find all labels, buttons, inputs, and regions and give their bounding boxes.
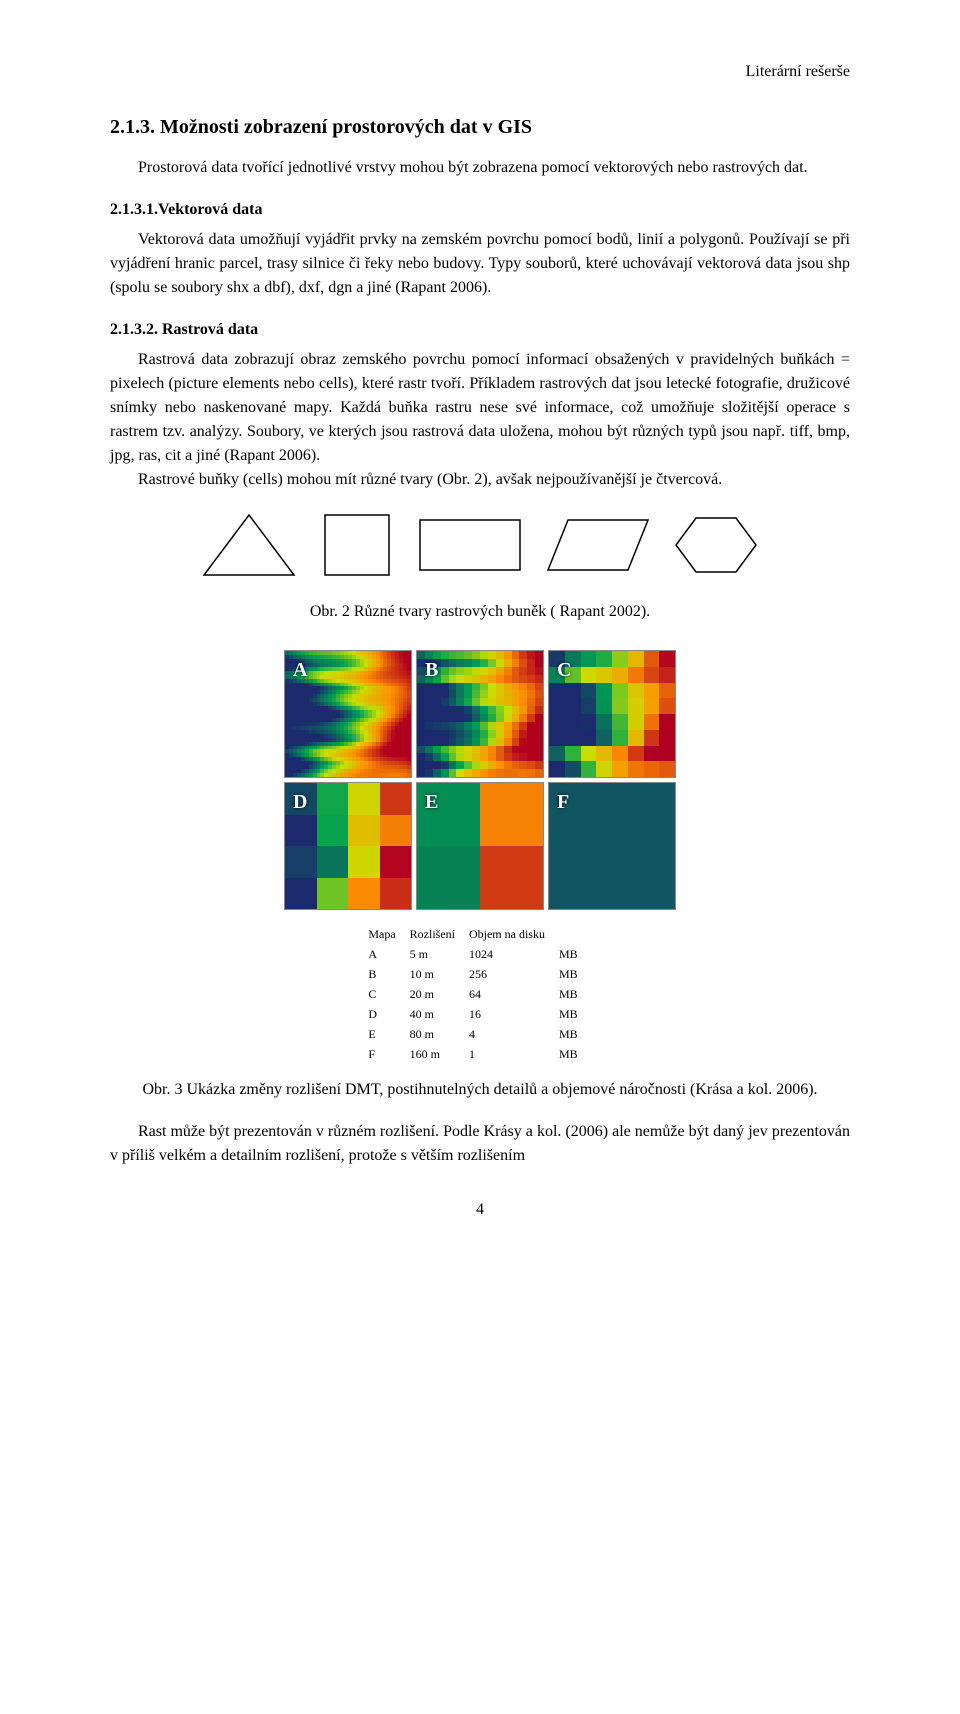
meta-cell: C <box>368 984 409 1004</box>
meta-cell: 10 m <box>410 964 469 984</box>
meta-row: E80 m4MB <box>368 1024 591 1044</box>
raster-tile-a: A <box>284 650 412 778</box>
rectangle-shape <box>415 510 525 580</box>
raster-tile-label: E <box>425 787 438 817</box>
triangle-shape <box>199 510 299 580</box>
meta-cell: 4 <box>469 1024 559 1044</box>
meta-cell: 16 <box>469 1004 559 1024</box>
hexagon-shape <box>671 510 761 580</box>
meta-cell: 256 <box>469 964 559 984</box>
meta-cell: 5 m <box>410 944 469 964</box>
raster-tile-label: A <box>293 655 307 685</box>
meta-row: D40 m16MB <box>368 1004 591 1024</box>
square-shape <box>317 510 397 580</box>
meta-cell: A <box>368 944 409 964</box>
meta-cell: MB <box>559 944 592 964</box>
meta-cell: MB <box>559 1024 592 1044</box>
raster-tile-label: B <box>425 655 438 685</box>
meta-cell: MB <box>559 1004 592 1024</box>
figure-2-caption: Obr. 2 Různé tvary rastrových buněk ( Ra… <box>110 600 850 624</box>
raster-paragraph-2: Rastrové buňky (cells) mohou mít různé t… <box>110 468 850 492</box>
meta-cell: 1 <box>469 1044 559 1064</box>
raster-tile-label: D <box>293 787 307 817</box>
meta-row: F160 m1MB <box>368 1044 591 1064</box>
meta-col-header: Rozlišení <box>410 924 469 944</box>
closing-paragraph: Rast může být prezentován v různém rozli… <box>110 1120 850 1168</box>
raster-heading: 2.1.3.2. Rastrová data <box>110 318 850 342</box>
raster-meta-table: MapaRozlišeníObjem na disku A5 m1024MBB1… <box>368 924 591 1064</box>
meta-cell: B <box>368 964 409 984</box>
raster-tile-c: C <box>548 650 676 778</box>
meta-cell: D <box>368 1004 409 1024</box>
meta-cell: 80 m <box>410 1024 469 1044</box>
meta-cell: 40 m <box>410 1004 469 1024</box>
meta-cell: MB <box>559 1044 592 1064</box>
meta-row: B10 m256MB <box>368 964 591 984</box>
raster-tile-e: E <box>416 782 544 910</box>
raster-tile-label: C <box>557 655 571 685</box>
raster-paragraph-1: Rastrová data zobrazují obraz zemského p… <box>110 348 850 468</box>
meta-cell: 20 m <box>410 984 469 1004</box>
section-heading: 2.1.3. Možnosti zobrazení prostorových d… <box>110 112 850 142</box>
raster-figure: ABC DEF MapaRozlišeníObjem na disku A5 m… <box>110 650 850 1064</box>
raster-tile-f: F <box>548 782 676 910</box>
figure-3-caption: Obr. 3 Ukázka změny rozlišení DMT, posti… <box>110 1078 850 1102</box>
meta-col-header: Mapa <box>368 924 409 944</box>
shape-row <box>110 510 850 580</box>
page-header-right: Literární rešerše <box>110 60 850 84</box>
meta-cell: MB <box>559 984 592 1004</box>
meta-cell: 160 m <box>410 1044 469 1064</box>
raster-tile-d: D <box>284 782 412 910</box>
raster-tile-label: F <box>557 787 569 817</box>
meta-cell: MB <box>559 964 592 984</box>
meta-col-header: Objem na disku <box>469 924 559 944</box>
meta-cell: F <box>368 1044 409 1064</box>
intro-paragraph: Prostorová data tvořící jednotlivé vrstv… <box>110 156 850 180</box>
meta-row: A5 m1024MB <box>368 944 591 964</box>
vector-paragraph: Vektorová data umožňují vyjádřit prvky n… <box>110 228 850 300</box>
meta-cell: 64 <box>469 984 559 1004</box>
meta-col-header <box>559 924 592 944</box>
raster-tile-b: B <box>416 650 544 778</box>
vector-heading: 2.1.3.1.Vektorová data <box>110 198 850 222</box>
parallelogram-shape <box>543 510 653 580</box>
page-number: 4 <box>110 1198 850 1222</box>
meta-cell: E <box>368 1024 409 1044</box>
meta-cell: 1024 <box>469 944 559 964</box>
meta-row: C20 m64MB <box>368 984 591 1004</box>
